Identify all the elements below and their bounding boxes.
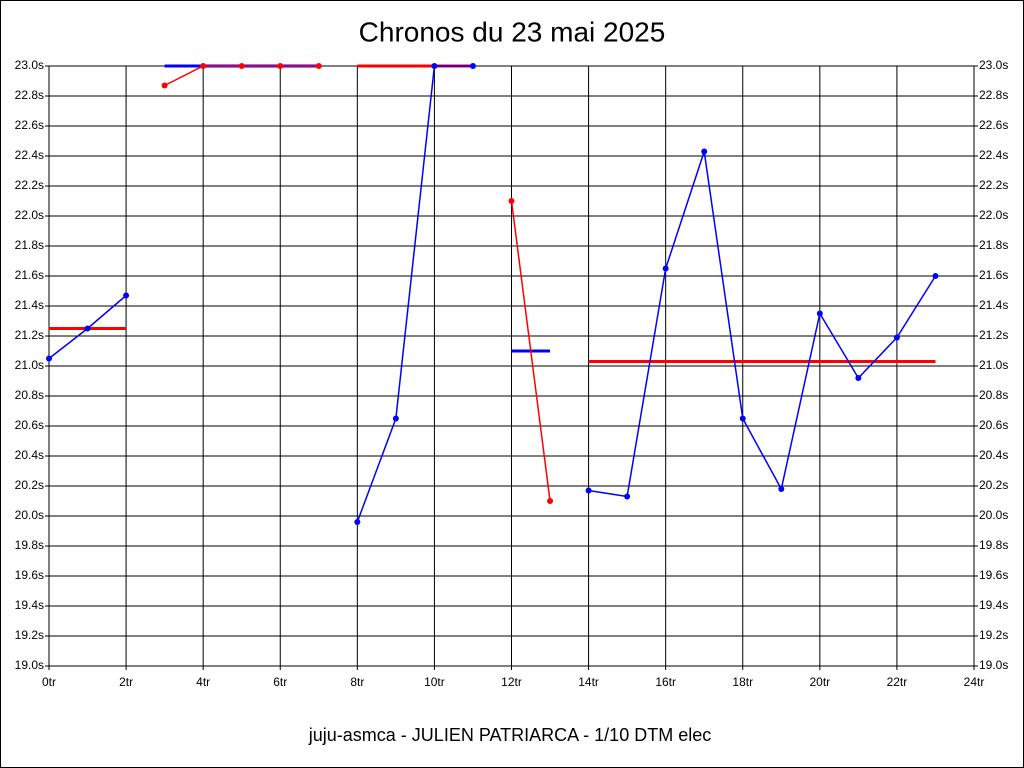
y-tick-label: 19.8s (15, 538, 44, 552)
x-tick-label: 22tr (887, 675, 908, 689)
y2-tick-label: 19.4s (979, 598, 1008, 612)
y2-tick-label: 19.0s (979, 658, 1008, 672)
y-tick-label: 19.6s (15, 568, 44, 582)
x-tick-label: 4tr (196, 675, 210, 689)
y2-tick-label: 19.2s (979, 628, 1008, 642)
y2-tick-label: 22.6s (979, 118, 1008, 132)
y2-tick-label: 19.6s (979, 568, 1008, 582)
y2-tick-label: 21.6s (979, 268, 1008, 282)
x-tick-label: 0tr (42, 675, 56, 689)
y-tick-label: 22.6s (15, 118, 44, 132)
y2-tick-label: 20.4s (979, 448, 1008, 462)
data-point (431, 63, 438, 69)
y2-tick-label: 22.4s (979, 148, 1008, 162)
y-tick-label: 22.4s (15, 148, 44, 162)
y-tick-label: 22.8s (15, 88, 44, 102)
y2-tick-label: 22.8s (979, 88, 1008, 102)
y2-tick-label: 21.0s (979, 358, 1008, 372)
y-tick-label: 22.2s (15, 178, 44, 192)
data-point (816, 310, 823, 317)
y2-tick-label: 21.4s (979, 298, 1008, 312)
data-point (739, 415, 746, 422)
series-line (356, 65, 473, 523)
y-tick-label: 19.4s (15, 598, 44, 612)
x-tick-label: 8tr (350, 675, 364, 689)
y-tick-label: 22.0s (15, 208, 44, 222)
series-line (510, 200, 551, 502)
x-tick-label: 12tr (501, 675, 522, 689)
y-tick-label: 21.4s (15, 298, 44, 312)
chart-footer: juju-asmca - JULIEN PATRIARCA - 1/10 DTM… (308, 725, 711, 745)
x-tick-label: 2tr (119, 675, 133, 689)
y-tick-label: 20.2s (15, 478, 44, 492)
data-point (855, 375, 862, 381)
data-point (123, 292, 130, 299)
x-tick-label: 16tr (655, 675, 676, 689)
data-point (585, 487, 592, 494)
data-point (354, 519, 361, 525)
data-point (46, 355, 52, 362)
y-tick-label: 19.2s (15, 628, 44, 642)
data-point (238, 63, 245, 69)
y-tick-label: 21.8s (15, 238, 44, 252)
data-point (277, 63, 284, 69)
data-point (84, 325, 91, 332)
y-tick-label: 21.2s (15, 328, 44, 342)
data-point (469, 63, 476, 69)
y-tick-label: 21.6s (15, 268, 44, 282)
data-point (508, 198, 515, 204)
x-tick-label: 20tr (809, 675, 830, 689)
y2-tick-label: 20.8s (979, 388, 1008, 402)
y-tick-label: 20.4s (15, 448, 44, 462)
y-tick-label: 23.0s (15, 58, 44, 72)
y2-tick-label: 19.8s (979, 538, 1008, 552)
data-point (932, 273, 939, 279)
data-point (161, 82, 168, 89)
data-point (662, 265, 669, 272)
data-point (624, 493, 631, 500)
plot-border (48, 65, 975, 667)
y2-tick-label: 21.8s (979, 238, 1008, 252)
y-tick-label: 19.0s (15, 658, 44, 672)
y2-tick-label: 22.2s (979, 178, 1008, 192)
y2-tick-label: 20.6s (979, 418, 1008, 432)
data-point (547, 498, 554, 504)
y-tick-label: 20.6s (15, 418, 44, 432)
y2-tick-label: 20.0s (979, 508, 1008, 522)
y2-tick-label: 20.2s (979, 478, 1008, 492)
series-line (588, 151, 937, 498)
data-point (701, 148, 708, 155)
x-tick-label: 14tr (578, 675, 599, 689)
data-point (778, 486, 785, 492)
y-tick-label: 20.8s (15, 388, 44, 402)
y2-tick-label: 21.2s (979, 328, 1008, 342)
data-point (392, 415, 399, 422)
x-tick-label: 24tr (964, 675, 985, 689)
x-tick-label: 18tr (732, 675, 753, 689)
x-tick-label: 10tr (424, 675, 445, 689)
data-point (893, 334, 900, 341)
data-point (200, 63, 207, 69)
data-point (315, 63, 322, 69)
y-tick-label: 21.0s (15, 358, 44, 372)
x-tick-label: 6tr (273, 675, 287, 689)
chart-title: Chronos du 23 mai 2025 (359, 16, 666, 47)
y2-tick-label: 22.0s (979, 208, 1008, 222)
y-tick-label: 20.0s (15, 508, 44, 522)
y2-tick-label: 23.0s (979, 58, 1008, 72)
